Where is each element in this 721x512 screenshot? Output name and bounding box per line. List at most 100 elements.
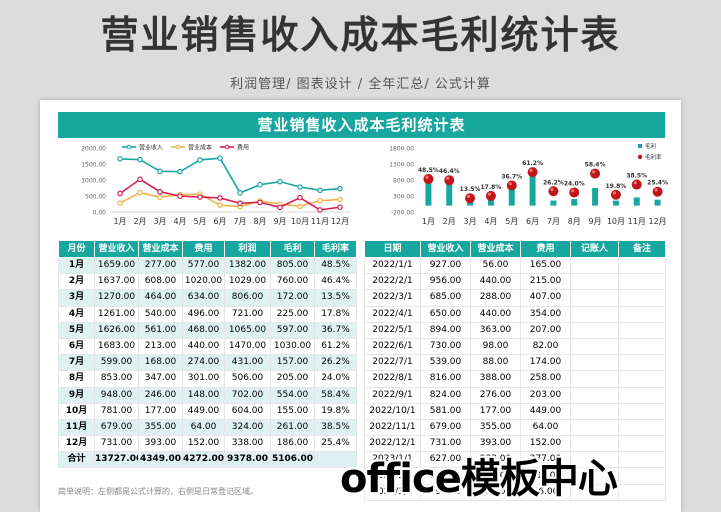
summary-cell[interactable]: 1270.00 [94, 289, 139, 307]
summary-cell[interactable]: 152.00 [182, 435, 225, 453]
summary-cell[interactable]: 561.00 [138, 321, 183, 339]
summary-cell[interactable]: 205.00 [270, 370, 315, 388]
summary-cell[interactable]: 1382.00 [224, 256, 271, 275]
entry-cell[interactable]: 495.00 [420, 483, 471, 501]
entry-cell[interactable]: 2022/11/1 [364, 418, 421, 437]
entry-cell[interactable] [570, 386, 619, 404]
summary-cell[interactable]: 17.8% [314, 305, 357, 323]
entry-cell[interactable]: 650.00 [420, 305, 471, 323]
entry-cell[interactable] [618, 289, 666, 307]
summary-cell[interactable]: 679.00 [94, 418, 139, 437]
entry-cell[interactable]: 152.00 [520, 435, 571, 453]
summary-cell[interactable]: 608.00 [138, 273, 183, 291]
entry-cell[interactable] [618, 418, 666, 437]
entry-cell[interactable] [570, 273, 619, 291]
entry-cell[interactable]: 539.00 [420, 354, 471, 372]
entry-cell[interactable]: 354.00 [520, 305, 571, 323]
summary-cell[interactable]: 506.00 [224, 370, 271, 388]
summary-cell[interactable]: 604.00 [224, 402, 271, 420]
entry-cell[interactable]: 2023/2/1 [364, 467, 421, 485]
summary-cell[interactable]: 5106.00 [270, 451, 315, 469]
entry-cell[interactable]: 276.00 [470, 386, 521, 404]
summary-cell[interactable]: 10月 [58, 402, 95, 420]
summary-cell[interactable]: 1029.00 [224, 273, 271, 291]
entry-cell[interactable]: 2022/1/1 [364, 256, 421, 275]
entry-cell[interactable]: 215.00 [520, 273, 571, 291]
summary-cell[interactable]: 246.00 [138, 386, 183, 404]
summary-cell[interactable]: 853.00 [94, 370, 139, 388]
summary-cell[interactable]: 6月 [58, 337, 95, 356]
entry-cell[interactable]: 174.00 [520, 354, 571, 372]
entry-cell[interactable]: 98.00 [470, 337, 521, 356]
entry-cell[interactable] [618, 354, 666, 372]
summary-cell[interactable]: 3月 [58, 289, 95, 307]
summary-cell[interactable]: 324.00 [224, 418, 271, 437]
entry-cell[interactable]: 627.00 [420, 451, 471, 469]
entry-cell[interactable]: 679.00 [420, 418, 471, 437]
entry-cell[interactable]: 581.00 [420, 402, 471, 420]
entry-cell[interactable] [618, 256, 666, 275]
summary-cell[interactable]: 721.00 [224, 305, 271, 323]
entry-cell[interactable]: 355.00 [470, 418, 521, 437]
summary-cell[interactable]: 5月 [58, 321, 95, 339]
summary-cell[interactable]: 213.00 [138, 337, 183, 356]
entry-cell[interactable]: 288.00 [470, 289, 521, 307]
summary-cell[interactable] [314, 451, 357, 469]
entry-cell[interactable] [618, 451, 666, 469]
entry-cell[interactable]: 2022/10/1 [364, 402, 421, 420]
entry-cell[interactable]: 363.00 [470, 321, 521, 339]
entry-cell[interactable]: 2023/3/1 [364, 483, 421, 501]
entry-cell[interactable] [618, 483, 666, 501]
entry-cell[interactable]: 449.00 [520, 402, 571, 420]
summary-cell[interactable]: 355.00 [138, 418, 183, 437]
summary-cell[interactable]: 449.00 [182, 402, 225, 420]
entry-cell[interactable] [570, 435, 619, 453]
summary-cell[interactable]: 277.00 [138, 256, 183, 275]
entry-cell[interactable]: 82.00 [520, 337, 571, 356]
entry-cell[interactable]: 956.00 [420, 273, 471, 291]
entry-cell[interactable] [618, 321, 666, 339]
summary-cell[interactable]: 58.4% [314, 386, 357, 404]
summary-cell[interactable]: 338.00 [224, 435, 271, 453]
summary-cell[interactable]: 1470.00 [224, 337, 271, 356]
entry-cell[interactable]: 685.00 [420, 289, 471, 307]
summary-cell[interactable]: 1030.00 [270, 337, 315, 356]
summary-cell[interactable]: 8月 [58, 370, 95, 388]
entry-cell[interactable]: 203.00 [520, 386, 571, 404]
summary-cell[interactable]: 464.00 [138, 289, 183, 307]
entry-cell[interactable] [570, 483, 619, 501]
entry-cell[interactable]: 388.00 [470, 370, 521, 388]
entry-cell[interactable]: 56.00 [470, 256, 521, 275]
summary-cell[interactable]: 1065.00 [224, 321, 271, 339]
entry-cell[interactable]: 2022/6/1 [364, 337, 421, 356]
summary-cell[interactable]: 1月 [58, 256, 95, 275]
summary-cell[interactable]: 347.00 [138, 370, 183, 388]
entry-cell[interactable] [618, 402, 666, 420]
summary-cell[interactable]: 1626.00 [94, 321, 139, 339]
summary-cell[interactable]: 634.00 [182, 289, 225, 307]
entry-cell[interactable] [570, 418, 619, 437]
entry-cell[interactable]: 233.00 [470, 451, 521, 469]
summary-cell[interactable]: 597.00 [270, 321, 315, 339]
summary-cell[interactable]: 36.7% [314, 321, 357, 339]
entry-cell[interactable]: 258.00 [520, 370, 571, 388]
entry-cell[interactable]: 2023/1/1 [364, 451, 421, 469]
entry-cell[interactable] [570, 321, 619, 339]
summary-cell[interactable]: 155.00 [270, 402, 315, 420]
entry-cell[interactable]: 165.00 [520, 256, 571, 275]
summary-cell[interactable]: 7月 [58, 354, 95, 372]
entry-cell[interactable]: 393.00 [470, 435, 521, 453]
summary-cell[interactable]: 540.00 [138, 305, 183, 323]
summary-cell[interactable]: 393.00 [138, 435, 183, 453]
summary-cell[interactable]: 61.2% [314, 337, 357, 356]
summary-cell[interactable]: 148.00 [182, 386, 225, 404]
summary-cell[interactable]: 4349.00 [138, 451, 183, 469]
summary-cell[interactable]: 1261.00 [94, 305, 139, 323]
entry-cell[interactable]: 144.00 [470, 467, 521, 485]
entry-cell[interactable]: 440.00 [470, 305, 521, 323]
summary-cell[interactable]: 806.00 [224, 289, 271, 307]
summary-cell[interactable]: 24.0% [314, 370, 357, 388]
summary-cell[interactable]: 805.00 [270, 256, 315, 275]
entry-cell[interactable] [618, 386, 666, 404]
summary-cell[interactable]: 1683.00 [94, 337, 139, 356]
